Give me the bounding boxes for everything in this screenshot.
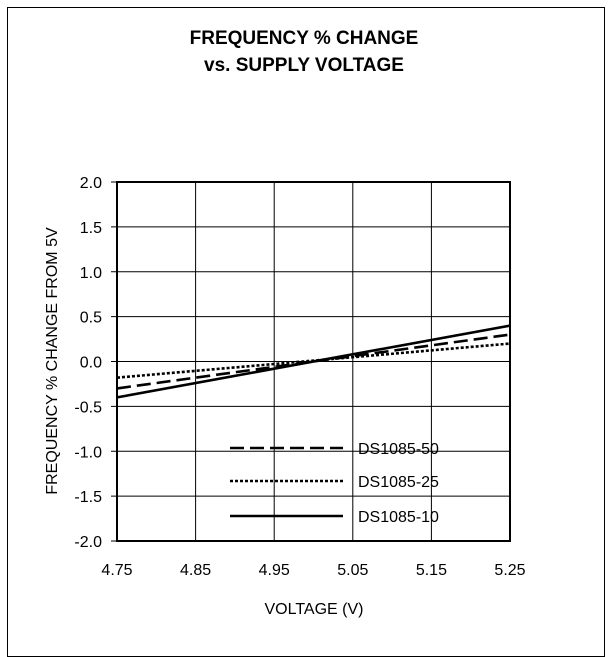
y-tick-label: -2.0 — [74, 534, 102, 551]
y-tick-label: 0.0 — [80, 355, 102, 372]
y-tick-label: 1.5 — [80, 220, 102, 237]
axis-layer: 4.75 4.85 4.95 5.05 5.15 5.25 2.0 1.5 1.0 0.5 0.0 -… — [74, 175, 525, 579]
y-tick-label: 1.0 — [80, 265, 102, 282]
legend-layer: DS1085-50 DS1085-25 DS1085-10 — [230, 441, 439, 526]
series-layer — [116, 324, 511, 399]
x-tick-label: 4.75 — [101, 562, 132, 579]
x-tick-label: 5.25 — [494, 562, 525, 579]
x-tick-label: 4.85 — [180, 562, 211, 579]
y-tick-label: -1.0 — [74, 444, 102, 461]
chart-subtitle: vs. SUPPLY VOLTAGE — [204, 55, 404, 76]
y-tick-label: 0.5 — [80, 310, 102, 327]
legend-label-ds1085-25: DS1085-25 — [358, 474, 439, 491]
chart-title: FREQUENCY % CHANGE — [189, 28, 419, 49]
legend-label-ds1085-10: DS1085-10 — [358, 509, 439, 526]
x-axis-label: VOLTAGE (V) — [265, 601, 364, 618]
series-line-ds1085-10 — [116, 324, 511, 399]
y-tick-label: 2.0 — [80, 175, 102, 192]
x-tick-label: 4.95 — [259, 562, 290, 579]
y-axis-label: FREQUENCY % CHANGE FROM 5V — [44, 227, 61, 495]
series-line-ds1085-50 — [116, 333, 511, 390]
x-tick-label: 5.05 — [337, 562, 368, 579]
y-tick-label: -0.5 — [74, 399, 102, 416]
plot-area-border — [116, 181, 511, 542]
x-tick-label: 5.15 — [416, 562, 447, 579]
legend-label-ds1085-50: DS1085-50 — [358, 441, 439, 458]
y-tick-label: -1.5 — [74, 489, 102, 506]
